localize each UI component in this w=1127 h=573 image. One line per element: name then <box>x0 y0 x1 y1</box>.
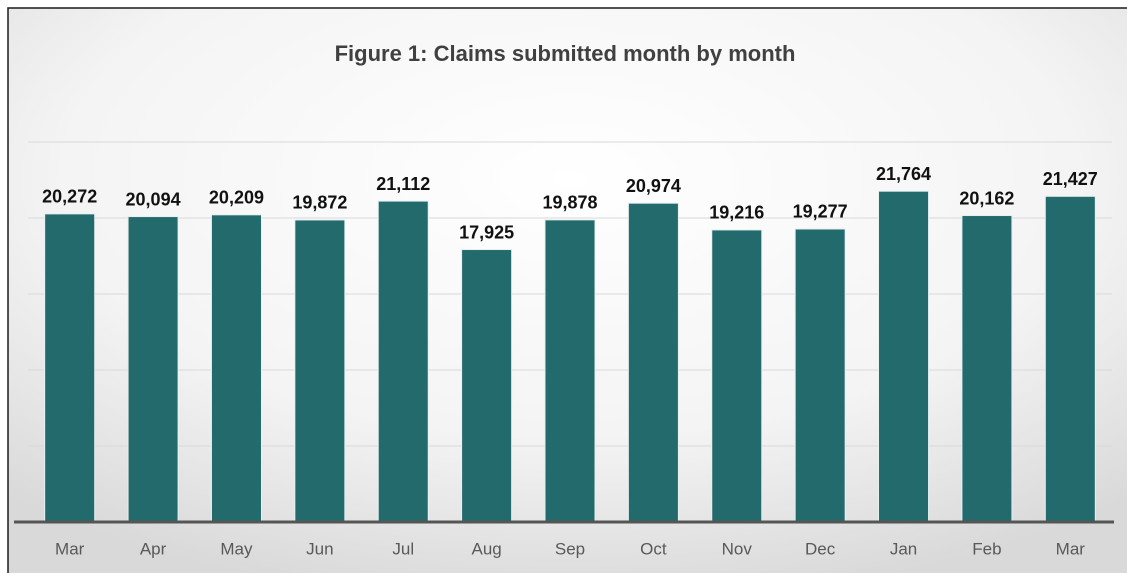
x-tick-label: Jun <box>306 539 333 558</box>
bar <box>711 229 763 523</box>
x-tick-label: Sep <box>555 539 585 558</box>
data-label: 20,162 <box>959 188 1014 208</box>
bar <box>127 216 179 523</box>
bar <box>544 219 596 523</box>
x-tick-label: Dec <box>805 539 836 558</box>
bar <box>377 200 429 523</box>
bar <box>878 190 930 523</box>
x-tick-label: Nov <box>722 539 753 558</box>
x-tick-label: Aug <box>471 539 501 558</box>
data-label: 20,094 <box>126 189 181 209</box>
bar <box>44 213 96 523</box>
data-label: 21,112 <box>376 174 430 194</box>
data-label: 19,216 <box>709 203 764 223</box>
data-label: 20,272 <box>42 187 97 207</box>
data-label: 17,925 <box>459 222 514 242</box>
bar <box>1044 195 1096 523</box>
data-label: 19,872 <box>292 193 347 213</box>
bar <box>294 219 346 523</box>
data-label: 21,764 <box>876 164 931 184</box>
x-tick-label: Oct <box>640 539 667 558</box>
data-label: 21,427 <box>1043 169 1098 189</box>
x-tick-label: May <box>220 539 253 558</box>
x-tick-label: Feb <box>972 539 1001 558</box>
bar <box>627 202 679 523</box>
bar <box>461 249 513 523</box>
x-tick-label: Mar <box>1056 539 1086 558</box>
bar <box>961 215 1013 523</box>
chart-title: Figure 1: Claims submitted month by mont… <box>335 41 796 66</box>
data-label: 20,209 <box>209 188 264 208</box>
bar <box>210 214 262 523</box>
x-tick-label: Mar <box>55 539 85 558</box>
bar <box>794 228 846 523</box>
x-tick-label: Jan <box>890 539 917 558</box>
x-tick-label: Apr <box>140 539 167 558</box>
data-label: 20,974 <box>626 176 681 196</box>
data-label: 19,878 <box>542 193 597 213</box>
data-label: 19,277 <box>793 202 848 222</box>
x-tick-label: Jul <box>392 539 414 558</box>
